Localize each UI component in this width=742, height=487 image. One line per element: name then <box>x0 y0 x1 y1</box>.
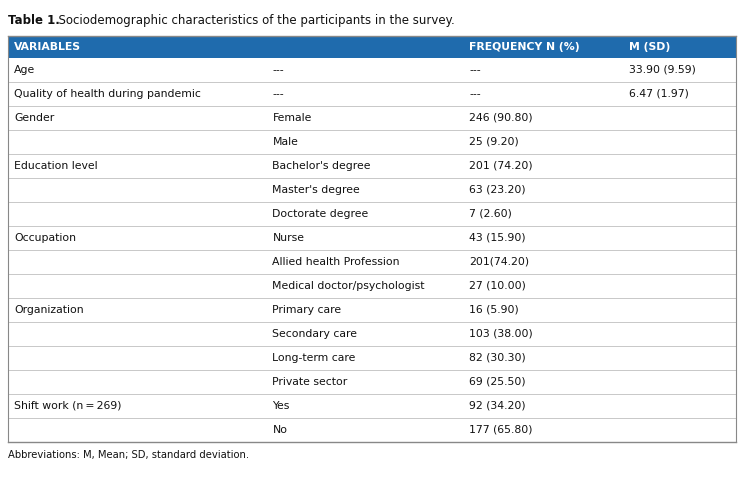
Text: No: No <box>272 425 287 435</box>
FancyBboxPatch shape <box>8 154 736 178</box>
FancyBboxPatch shape <box>8 82 736 106</box>
FancyBboxPatch shape <box>8 418 736 442</box>
Text: Age: Age <box>14 65 36 75</box>
Text: Medical doctor/psychologist: Medical doctor/psychologist <box>272 281 425 291</box>
FancyBboxPatch shape <box>8 322 736 346</box>
FancyBboxPatch shape <box>8 58 736 82</box>
Text: Gender: Gender <box>14 113 54 123</box>
FancyBboxPatch shape <box>8 250 736 274</box>
Text: 7 (2.60): 7 (2.60) <box>469 209 512 219</box>
FancyBboxPatch shape <box>8 178 736 202</box>
Text: 27 (10.00): 27 (10.00) <box>469 281 526 291</box>
Text: 92 (34.20): 92 (34.20) <box>469 401 525 411</box>
Text: Organization: Organization <box>14 305 84 315</box>
Text: Sociodemographic characteristics of the participants in the survey.: Sociodemographic characteristics of the … <box>51 14 455 27</box>
Text: Nurse: Nurse <box>272 233 304 243</box>
Text: 16 (5.90): 16 (5.90) <box>469 305 519 315</box>
FancyBboxPatch shape <box>8 274 736 298</box>
Text: Long-term care: Long-term care <box>272 353 356 363</box>
Text: Master's degree: Master's degree <box>272 185 360 195</box>
Text: 33.90 (9.59): 33.90 (9.59) <box>629 65 696 75</box>
FancyBboxPatch shape <box>8 346 736 370</box>
FancyBboxPatch shape <box>8 36 736 58</box>
Text: 6.47 (1.97): 6.47 (1.97) <box>629 89 689 99</box>
Text: 201(74.20): 201(74.20) <box>469 257 529 267</box>
Text: Secondary care: Secondary care <box>272 329 358 339</box>
FancyBboxPatch shape <box>8 394 736 418</box>
Text: Shift work (n = 269): Shift work (n = 269) <box>14 401 122 411</box>
Text: 69 (25.50): 69 (25.50) <box>469 377 525 387</box>
Text: VARIABLES: VARIABLES <box>14 42 81 52</box>
Text: 63 (23.20): 63 (23.20) <box>469 185 525 195</box>
Text: Occupation: Occupation <box>14 233 76 243</box>
Text: 177 (65.80): 177 (65.80) <box>469 425 533 435</box>
Text: Table 1.: Table 1. <box>8 14 60 27</box>
Text: M (SD): M (SD) <box>629 42 671 52</box>
Text: Yes: Yes <box>272 401 290 411</box>
Text: 201 (74.20): 201 (74.20) <box>469 161 533 171</box>
Text: Bachelor's degree: Bachelor's degree <box>272 161 371 171</box>
Text: Male: Male <box>272 137 298 147</box>
FancyBboxPatch shape <box>8 298 736 322</box>
Text: 246 (90.80): 246 (90.80) <box>469 113 533 123</box>
Text: Abbreviations: M, Mean; SD, standard deviation.: Abbreviations: M, Mean; SD, standard dev… <box>8 450 249 460</box>
Text: Doctorate degree: Doctorate degree <box>272 209 369 219</box>
Text: 25 (9.20): 25 (9.20) <box>469 137 519 147</box>
FancyBboxPatch shape <box>8 106 736 130</box>
Text: ---: --- <box>469 89 481 99</box>
Text: Primary care: Primary care <box>272 305 341 315</box>
Text: Private sector: Private sector <box>272 377 348 387</box>
FancyBboxPatch shape <box>8 130 736 154</box>
FancyBboxPatch shape <box>8 370 736 394</box>
Text: ---: --- <box>272 65 284 75</box>
Text: Female: Female <box>272 113 312 123</box>
Text: Allied health Profession: Allied health Profession <box>272 257 400 267</box>
Text: ---: --- <box>272 89 284 99</box>
FancyBboxPatch shape <box>8 202 736 226</box>
Text: FREQUENCY N (%): FREQUENCY N (%) <box>469 42 580 52</box>
Text: Education level: Education level <box>14 161 98 171</box>
Text: 103 (38.00): 103 (38.00) <box>469 329 533 339</box>
Text: ---: --- <box>469 65 481 75</box>
Text: 43 (15.90): 43 (15.90) <box>469 233 525 243</box>
FancyBboxPatch shape <box>8 226 736 250</box>
Text: Quality of health during pandemic: Quality of health during pandemic <box>14 89 201 99</box>
Text: 82 (30.30): 82 (30.30) <box>469 353 526 363</box>
